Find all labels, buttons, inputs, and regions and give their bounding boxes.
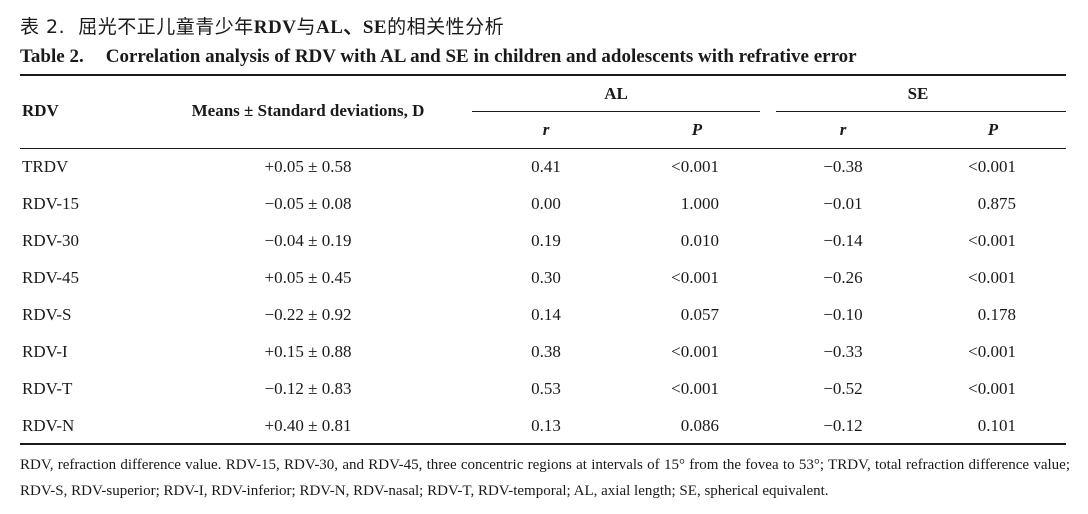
cell-se-r: −0.12 <box>823 416 863 435</box>
cell-al-p: 1.000 <box>680 194 719 213</box>
caption-cn-bold: RDV <box>253 17 297 38</box>
cell-al-r: 0.19 <box>531 231 561 250</box>
table-top-rule <box>20 74 1066 76</box>
cell-mean: −0.22 ± 0.92 <box>264 305 352 324</box>
table-caption-chinese: 表 2. 屈光不正儿童青少年RDV与AL、SE的相关性分析 <box>20 12 504 39</box>
cell-se-r: −0.10 <box>823 305 863 324</box>
header-bottom-rule <box>20 148 1066 149</box>
header-rdv: RDV <box>22 101 59 120</box>
cell-se-p: <0.001 <box>968 157 1016 176</box>
se-span-rule <box>776 111 1066 112</box>
cell-rdv: RDV-30 <box>22 231 79 250</box>
table-bottom-rule <box>20 443 1066 445</box>
cell-al-r: 0.41 <box>531 157 561 176</box>
cell-rdv: RDV-T <box>22 379 73 398</box>
cell-al-p: <0.001 <box>671 268 719 287</box>
cell-al-p: 0.057 <box>680 305 719 324</box>
cell-se-r: −0.26 <box>823 268 863 287</box>
cell-al-r: 0.00 <box>531 194 561 213</box>
caption-cn-text-2: 与 <box>296 16 316 38</box>
cell-al-r: 0.53 <box>531 379 561 398</box>
cell-al-p: <0.001 <box>671 157 719 176</box>
header-al: AL <box>604 84 628 103</box>
cell-mean: −0.04 ± 0.19 <box>264 231 352 250</box>
cell-rdv: RDV-N <box>22 416 75 435</box>
cell-al-r: 0.13 <box>531 416 561 435</box>
cell-se-r: −0.14 <box>823 231 863 250</box>
cell-al-p: 0.010 <box>680 231 719 250</box>
cell-rdv: RDV-I <box>22 342 68 361</box>
cell-se-p: <0.001 <box>968 379 1016 398</box>
cell-se-r: −0.52 <box>823 379 863 398</box>
cell-mean: −0.05 ± 0.08 <box>264 194 352 213</box>
cell-al-p: <0.001 <box>671 379 719 398</box>
caption-cn-text-3: 的相关性分析 <box>387 16 505 38</box>
cell-rdv: RDV-15 <box>22 194 79 213</box>
cell-mean: +0.15 ± 0.88 <box>264 342 352 361</box>
caption-cn-bold-2: AL、SE <box>315 17 388 38</box>
cell-al-p: <0.001 <box>671 342 719 361</box>
cell-se-p: 0.101 <box>977 416 1016 435</box>
cell-mean: +0.40 ± 0.81 <box>264 416 352 435</box>
table-caption-english: Table 2. Correlation analysis of RDV with… <box>20 46 857 68</box>
header-al-r: r <box>542 120 550 139</box>
cell-se-p: <0.001 <box>968 268 1016 287</box>
cell-al-p: 0.086 <box>680 416 719 435</box>
cell-rdv: RDV-45 <box>22 268 79 287</box>
cell-se-p: 0.875 <box>977 194 1016 213</box>
cell-al-r: 0.38 <box>531 342 561 361</box>
caption-en-title: Correlation analysis of RDV with AL and … <box>105 46 857 67</box>
header-means: Means ± Standard deviations, D <box>191 101 425 120</box>
cell-se-p: <0.001 <box>968 342 1016 361</box>
cell-mean: −0.12 ± 0.83 <box>264 379 352 398</box>
header-se: SE <box>907 84 929 103</box>
cell-se-p: <0.001 <box>968 231 1016 250</box>
cell-al-r: 0.30 <box>531 268 561 287</box>
cell-rdv: RDV-S <box>22 305 72 324</box>
cell-mean: +0.05 ± 0.58 <box>264 157 352 176</box>
header-al-p: P <box>691 120 703 139</box>
cell-al-r: 0.14 <box>531 305 561 324</box>
cell-se-r: −0.38 <box>823 157 863 176</box>
cell-mean: +0.05 ± 0.45 <box>264 268 352 287</box>
cell-se-r: −0.01 <box>823 194 863 213</box>
al-span-rule <box>472 111 760 112</box>
header-se-p: P <box>987 120 999 139</box>
caption-cn-text-1: 屈光不正儿童青少年 <box>78 16 254 38</box>
caption-en-label: Table 2. <box>20 46 84 67</box>
cell-rdv: TRDV <box>22 157 69 176</box>
cell-se-r: −0.33 <box>823 342 863 361</box>
table-footnote: RDV, refraction difference value. RDV-15… <box>20 457 1070 499</box>
caption-cn-prefix: 表 2. <box>20 16 66 38</box>
cell-se-p: 0.178 <box>977 305 1016 324</box>
header-se-r: r <box>839 120 847 139</box>
